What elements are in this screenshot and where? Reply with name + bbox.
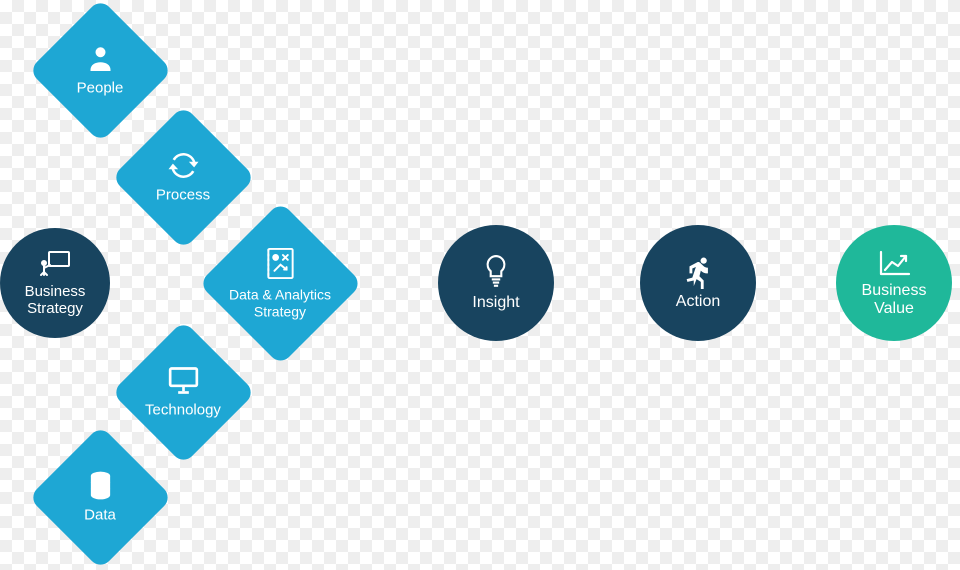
diamond-label: Technology [145, 401, 221, 418]
diamond-label: Data [84, 506, 116, 523]
infographic-stage: People Process [0, 0, 960, 564]
circle-business-value: Business Value [836, 225, 952, 341]
circle-label: Business Strategy [25, 283, 86, 318]
monitor-icon [167, 365, 199, 395]
database-icon [87, 470, 113, 500]
circle-label: Business Value [862, 282, 927, 319]
circle-insight: Insight [438, 225, 554, 341]
circle-label: Action [676, 293, 720, 311]
playbook-icon [265, 247, 295, 281]
diamond-label: People [77, 79, 124, 96]
cycle-icon [168, 150, 198, 180]
diamond-label: Data & Analytics Strategy [229, 287, 331, 319]
diamond-data: Data [28, 425, 173, 570]
circle-business-strategy: Business Strategy [0, 228, 110, 338]
growth-icon [877, 248, 911, 278]
runner-icon [681, 255, 715, 289]
bulb-icon [483, 254, 509, 290]
circle-action: Action [640, 225, 756, 341]
circle-label: Insight [472, 294, 519, 312]
person-icon [85, 43, 115, 73]
presenter-icon [38, 249, 72, 279]
